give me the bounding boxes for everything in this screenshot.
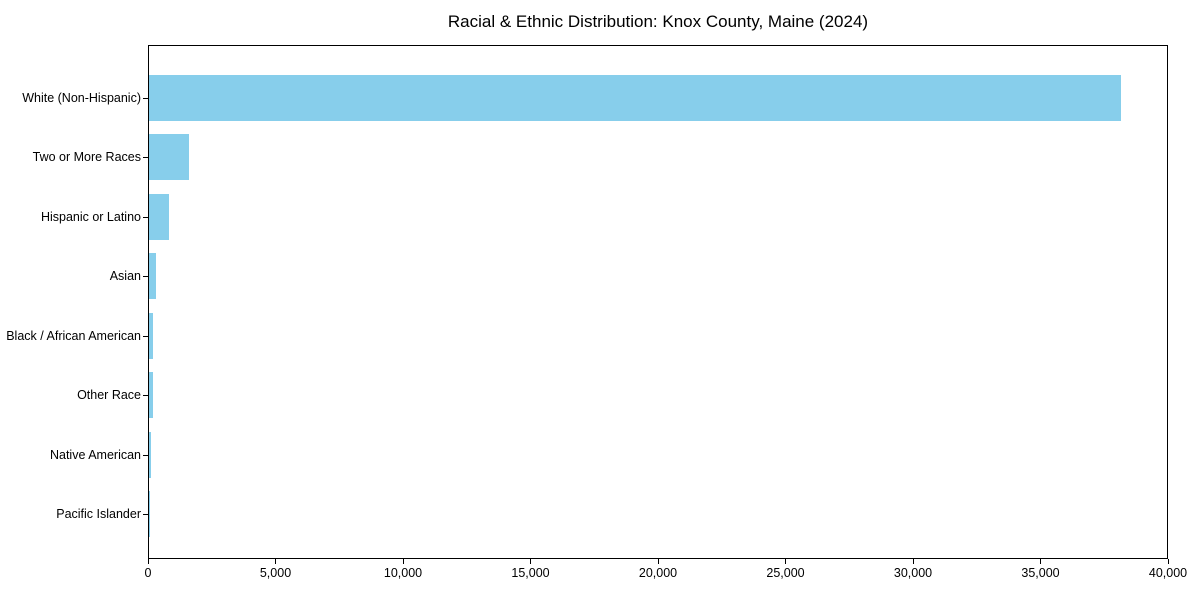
x-tick xyxy=(1040,559,1041,564)
bar-native-american xyxy=(149,431,151,478)
x-tick xyxy=(402,559,404,564)
y-axis-label: Black / African American xyxy=(6,328,141,343)
x-axis-label: 40,000 xyxy=(1148,566,1188,580)
x-tick xyxy=(912,559,914,564)
bar-black-african-american xyxy=(149,312,153,359)
y-tick xyxy=(143,97,148,99)
x-axis-label: 30,000 xyxy=(893,566,933,580)
bar-white-non-hispanic xyxy=(149,74,1122,121)
x-axis-label: 5,000 xyxy=(259,566,292,580)
y-tick xyxy=(143,335,148,337)
y-tick xyxy=(143,157,148,158)
y-tick xyxy=(143,395,148,396)
x-tick xyxy=(1167,559,1169,564)
y-tick xyxy=(143,514,148,515)
y-axis-label: Native American xyxy=(49,447,141,462)
bar-asian xyxy=(149,253,156,299)
y-axis-label: Other Race xyxy=(77,388,141,402)
x-tick xyxy=(147,559,149,564)
bar-other-race xyxy=(149,372,153,418)
x-tick xyxy=(785,559,786,564)
y-axis-label: Asian xyxy=(109,269,141,283)
x-tick xyxy=(657,559,659,564)
x-axis-label: 10,000 xyxy=(383,566,423,580)
y-axis-label: Hispanic or Latino xyxy=(40,209,141,224)
y-tick xyxy=(143,454,148,456)
x-axis-label: 25,000 xyxy=(766,566,805,580)
bar-hispanic-or-latino xyxy=(149,193,169,240)
x-tick xyxy=(530,559,531,564)
y-tick xyxy=(143,216,148,218)
x-tick xyxy=(275,559,276,564)
x-axis-label: 20,000 xyxy=(638,566,678,580)
plot-area xyxy=(148,45,1168,559)
y-tick xyxy=(143,276,148,277)
y-axis-label: White (Non-Hispanic) xyxy=(22,90,141,105)
x-axis-label: 15,000 xyxy=(511,566,550,580)
chart-title: Racial & Ethnic Distribution: Knox Count… xyxy=(447,12,869,31)
x-axis-label: 0 xyxy=(144,566,152,580)
bar-two-or-more-races xyxy=(149,134,189,180)
x-axis-label: 35,000 xyxy=(1021,566,1060,580)
y-axis-label: Two or More Races xyxy=(32,150,141,164)
y-axis-label: Pacific Islander xyxy=(56,507,141,521)
